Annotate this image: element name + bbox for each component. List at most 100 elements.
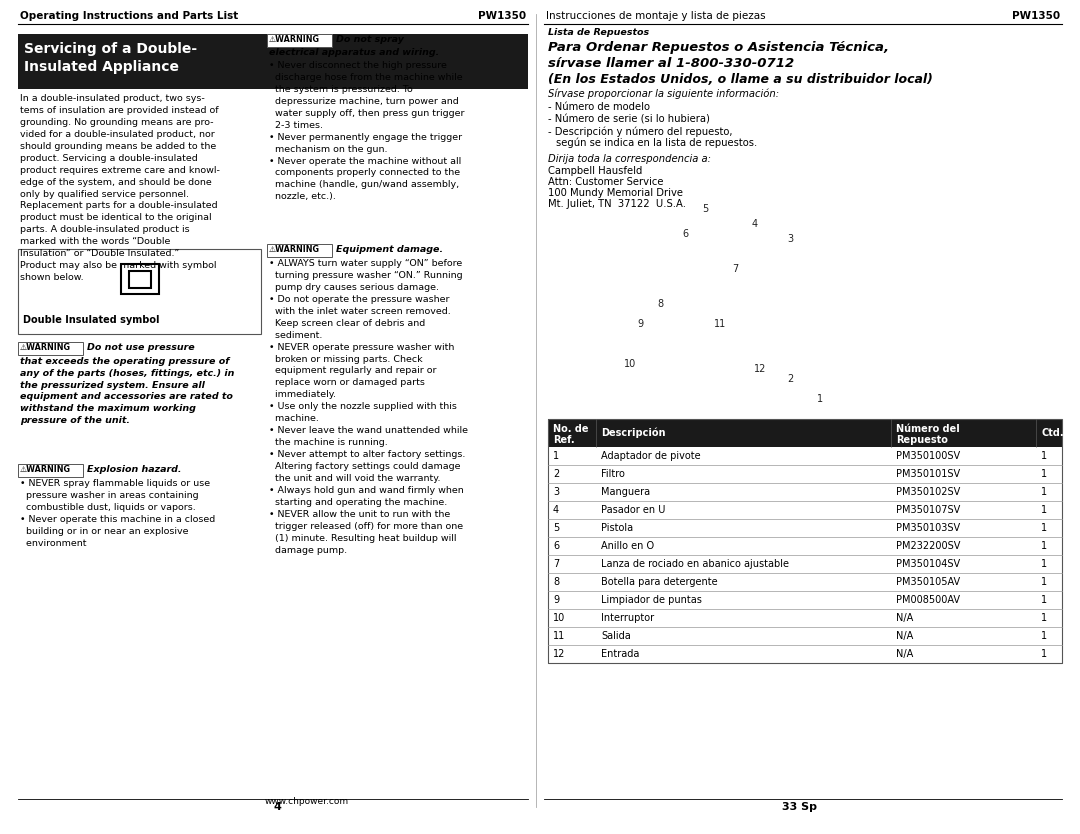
- Text: PM350104SV: PM350104SV: [896, 559, 960, 569]
- Text: Explosion hazard.: Explosion hazard.: [87, 465, 181, 474]
- Bar: [548, 627, 1062, 645]
- Text: Filtro: Filtro: [600, 469, 625, 479]
- Text: PM350107SV: PM350107SV: [896, 505, 960, 515]
- Text: 1: 1: [1041, 487, 1048, 497]
- Text: Sírvase proporcionar la siguiente información:: Sírvase proporcionar la siguiente inform…: [548, 88, 779, 98]
- Text: PW1350: PW1350: [1012, 11, 1059, 21]
- Text: Lista de Repuestos: Lista de Repuestos: [548, 28, 649, 37]
- Text: 1: 1: [1041, 469, 1048, 479]
- Text: PW1350: PW1350: [477, 11, 526, 21]
- Text: 5: 5: [553, 523, 559, 533]
- Bar: [18, 249, 261, 334]
- Text: 6: 6: [553, 541, 559, 551]
- Text: ⚠WARNING: ⚠WARNING: [21, 465, 71, 474]
- Text: Botella para detergente: Botella para detergente: [600, 577, 717, 587]
- Text: Do not use pressure: Do not use pressure: [87, 343, 194, 352]
- Text: 12: 12: [754, 364, 766, 374]
- Text: 3: 3: [553, 487, 559, 497]
- Text: In a double-insulated product, two sys-
tems of insulation are provided instead : In a double-insulated product, two sys- …: [21, 94, 220, 282]
- Bar: [548, 591, 1062, 609]
- Text: - Descripción y número del repuesto,: - Descripción y número del repuesto,: [548, 126, 732, 137]
- Bar: [548, 447, 1062, 465]
- Text: (En los Estados Unidos, o llame a su distribuidor local): (En los Estados Unidos, o llame a su dis…: [548, 73, 933, 86]
- Text: N/A: N/A: [896, 649, 914, 659]
- Text: 4: 4: [752, 219, 758, 229]
- Text: - Número de modelo: - Número de modelo: [548, 102, 650, 112]
- Text: 100 Mundy Memorial Drive: 100 Mundy Memorial Drive: [548, 188, 683, 198]
- Bar: [18, 464, 83, 477]
- Text: Mt. Juliet, TN  37122  U.S.A.: Mt. Juliet, TN 37122 U.S.A.: [548, 199, 686, 209]
- Text: Repuesto: Repuesto: [896, 435, 948, 445]
- Text: 1: 1: [1041, 631, 1048, 641]
- Text: 1: 1: [1041, 451, 1048, 461]
- Text: 2: 2: [787, 374, 793, 384]
- Text: Para Ordenar Repuestos o Asistencia Técnica,: Para Ordenar Repuestos o Asistencia Técn…: [548, 41, 889, 54]
- Bar: [267, 34, 332, 47]
- Bar: [548, 419, 1062, 663]
- Text: Equipment damage.: Equipment damage.: [336, 245, 443, 254]
- Text: 4: 4: [273, 802, 281, 812]
- Text: 7: 7: [553, 559, 559, 569]
- Text: 1: 1: [1041, 541, 1048, 551]
- Text: • Never disconnect the high pressure
  discharge hose from the machine while
  t: • Never disconnect the high pressure dis…: [269, 61, 464, 201]
- Text: Pistola: Pistola: [600, 523, 633, 533]
- Text: 11: 11: [553, 631, 565, 641]
- Text: Servicing of a Double-: Servicing of a Double-: [24, 42, 198, 56]
- Text: 9: 9: [637, 319, 643, 329]
- Text: PM350100SV: PM350100SV: [896, 451, 960, 461]
- Text: 1: 1: [1041, 649, 1048, 659]
- Text: según se indica en la lista de repuestos.: según se indica en la lista de repuestos…: [556, 137, 757, 148]
- Bar: [548, 419, 1062, 447]
- Text: 33 Sp: 33 Sp: [782, 802, 816, 812]
- Text: Operating Instructions and Parts List: Operating Instructions and Parts List: [21, 11, 239, 21]
- Bar: [548, 645, 1062, 663]
- Text: PM350105AV: PM350105AV: [896, 577, 960, 587]
- Text: 1: 1: [1041, 523, 1048, 533]
- Text: 1: 1: [816, 394, 823, 404]
- Text: 1: 1: [1041, 613, 1048, 623]
- Text: sírvase llamer al 1-800-330-0712: sírvase llamer al 1-800-330-0712: [548, 57, 794, 70]
- Text: 9: 9: [553, 595, 559, 605]
- Text: 10: 10: [624, 359, 636, 369]
- Text: Insulated Appliance: Insulated Appliance: [24, 60, 179, 74]
- Text: - Número de serie (si lo hubiera): - Número de serie (si lo hubiera): [548, 114, 710, 124]
- Text: Pasador en U: Pasador en U: [600, 505, 665, 515]
- Text: 1: 1: [1041, 577, 1048, 587]
- Text: Entrada: Entrada: [600, 649, 639, 659]
- Text: 1: 1: [1041, 505, 1048, 515]
- Text: No. de: No. de: [553, 424, 589, 434]
- Text: 1: 1: [1041, 595, 1048, 605]
- Text: PM350102SV: PM350102SV: [896, 487, 960, 497]
- Bar: [548, 483, 1062, 501]
- Bar: [548, 609, 1062, 627]
- Text: Interruptor: Interruptor: [600, 613, 654, 623]
- Bar: [129, 270, 150, 288]
- Text: Limpiador de puntas: Limpiador de puntas: [600, 595, 702, 605]
- Text: PM350101SV: PM350101SV: [896, 469, 960, 479]
- Bar: [18, 34, 528, 89]
- Text: Ctd.: Ctd.: [1041, 428, 1064, 438]
- Text: that exceeds the operating pressure of
any of the parts (hoses, fittings, etc.) : that exceeds the operating pressure of a…: [21, 357, 234, 425]
- Text: 12: 12: [553, 649, 565, 659]
- Bar: [267, 244, 332, 257]
- Text: 10: 10: [553, 613, 565, 623]
- Text: Número del: Número del: [896, 424, 960, 434]
- Bar: [548, 519, 1062, 537]
- Text: 2: 2: [553, 469, 559, 479]
- Bar: [548, 537, 1062, 555]
- Text: 8: 8: [553, 577, 559, 587]
- Bar: [121, 264, 159, 294]
- Text: Instrucciones de montaje y lista de piezas: Instrucciones de montaje y lista de piez…: [546, 11, 766, 21]
- Text: Attn: Customer Service: Attn: Customer Service: [548, 177, 663, 187]
- Bar: [548, 465, 1062, 483]
- Text: 3: 3: [787, 234, 793, 244]
- Text: N/A: N/A: [896, 631, 914, 641]
- Text: 4: 4: [553, 505, 559, 515]
- Bar: [18, 342, 83, 355]
- Text: N/A: N/A: [896, 613, 914, 623]
- Bar: [548, 501, 1062, 519]
- Text: 8: 8: [657, 299, 663, 309]
- Text: Campbell Hausfeld: Campbell Hausfeld: [548, 166, 643, 176]
- Text: Adaptador de pivote: Adaptador de pivote: [600, 451, 701, 461]
- Bar: [548, 573, 1062, 591]
